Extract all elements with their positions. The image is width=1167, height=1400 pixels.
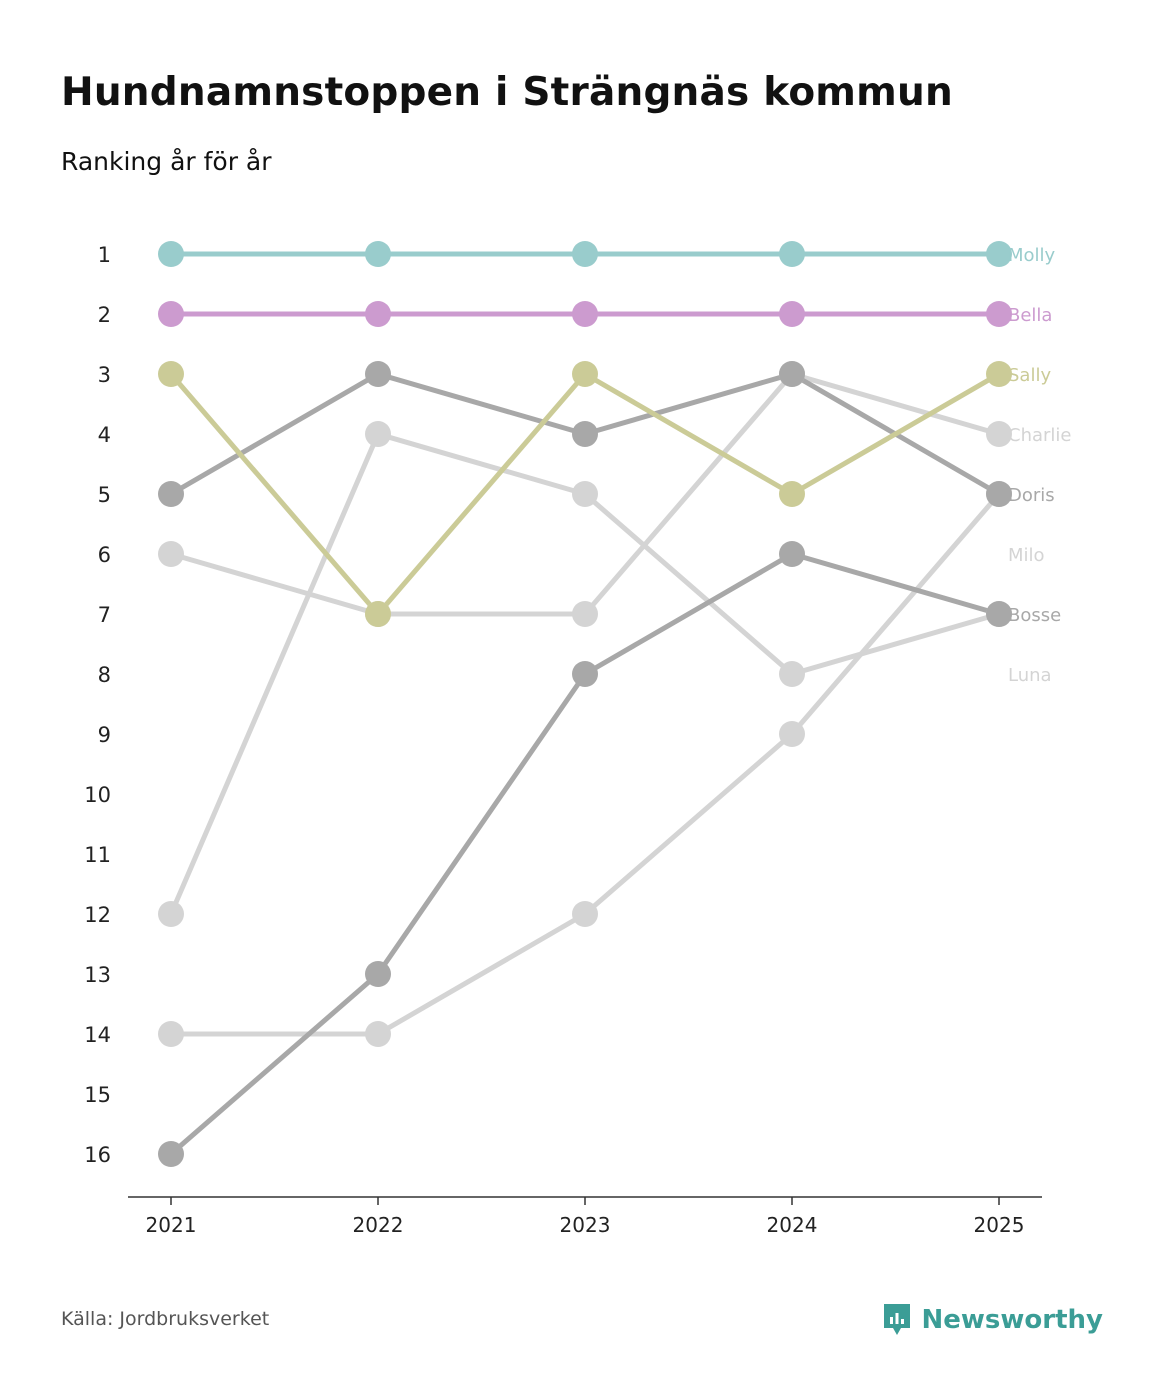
point-luna-2024 [779, 721, 805, 747]
end-label-milo: Milo [1008, 545, 1045, 566]
point-charlie-2025 [986, 421, 1012, 447]
end-labels: Molly Bella Sally Charlie Doris Milo Bosse Luna [1008, 245, 1071, 686]
point-bosse-2025 [986, 601, 1012, 627]
point-bosse-2024 [779, 541, 805, 567]
y-tick-label: 1 [98, 243, 111, 267]
point-sally-2023 [572, 361, 598, 387]
y-tick-label: 7 [98, 603, 111, 627]
y-tick-label: 4 [98, 423, 111, 447]
point-bella-2021 [158, 301, 184, 327]
x-tick-label: 2024 [767, 1213, 818, 1237]
point-milo-2022 [365, 421, 391, 447]
y-tick-label: 12 [84, 903, 111, 927]
y-tick-label: 15 [84, 1083, 111, 1107]
point-bella-2024 [779, 301, 805, 327]
y-tick-label: 6 [98, 543, 111, 567]
point-bosse-2022 [365, 961, 391, 987]
y-tick-label: 2 [98, 303, 111, 327]
newsworthy-logo-icon [883, 1304, 910, 1335]
y-tick-label: 13 [84, 963, 111, 987]
end-label-bosse: Bosse [1008, 605, 1061, 626]
brand-logo: Newsworthy [882, 1302, 1103, 1338]
point-doris-2024 [779, 361, 805, 387]
brand-name: Newsworthy [921, 1305, 1103, 1335]
x-axis: 2021 2022 2023 2024 2025 [128, 1196, 1042, 1237]
point-milo-2021 [158, 901, 184, 927]
x-tick-label: 2021 [146, 1213, 197, 1237]
source-note: Källa: Jordbruksverket [61, 1308, 270, 1330]
x-tick-label: 2023 [560, 1213, 611, 1237]
point-sally-2021 [158, 361, 184, 387]
y-tick-label: 5 [98, 483, 111, 507]
y-tick-label: 3 [98, 363, 111, 387]
point-bella-2022 [365, 301, 391, 327]
chart-title: Hundnamnstoppen i Strängnäs kommun [61, 70, 953, 115]
series-line-luna [168, 491, 1002, 1037]
point-charlie-2023 [572, 601, 598, 627]
point-sally-2025 [986, 361, 1012, 387]
point-bosse-2021 [158, 1141, 184, 1167]
end-label-bella: Bella [1008, 305, 1052, 326]
point-doris-2025 [986, 481, 1012, 507]
point-doris-2023 [572, 421, 598, 447]
y-tick-label: 8 [98, 663, 111, 687]
point-molly-2024 [779, 241, 805, 267]
chart-subtitle: Ranking år för år [61, 147, 272, 176]
point-luna-2021 [158, 1021, 184, 1047]
x-tick-label: 2022 [353, 1213, 404, 1237]
point-molly-2021 [158, 241, 184, 267]
point-bella-2023 [572, 301, 598, 327]
x-tick-label: 2025 [974, 1213, 1025, 1237]
point-bella-2025 [986, 301, 1012, 327]
y-tick-label: 9 [98, 723, 111, 747]
point-milo-2023 [572, 481, 598, 507]
point-charlie-2021 [158, 541, 184, 567]
y-tick-label: 16 [84, 1143, 111, 1167]
point-luna-2023 [572, 901, 598, 927]
point-molly-2025 [986, 241, 1012, 267]
point-sally-2024 [779, 481, 805, 507]
end-label-luna: Luna [1008, 665, 1052, 686]
end-label-doris: Doris [1008, 485, 1055, 506]
end-label-molly: Molly [1008, 245, 1056, 266]
point-bosse-2023 [572, 661, 598, 687]
point-molly-2023 [572, 241, 598, 267]
series-lines [168, 251, 1002, 1157]
point-sally-2022 [365, 601, 391, 627]
series-line-bosse [168, 551, 1002, 1157]
point-milo-2024 [779, 661, 805, 687]
y-tick-label: 10 [84, 783, 111, 807]
end-label-charlie: Charlie [1008, 425, 1071, 446]
point-luna-2022 [365, 1021, 391, 1047]
y-tick-label: 11 [84, 843, 111, 867]
series-points [158, 241, 1012, 1167]
point-doris-2021 [158, 481, 184, 507]
end-label-sally: Sally [1008, 365, 1051, 386]
point-molly-2022 [365, 241, 391, 267]
y-tick-label: 14 [84, 1023, 111, 1047]
point-doris-2022 [365, 361, 391, 387]
